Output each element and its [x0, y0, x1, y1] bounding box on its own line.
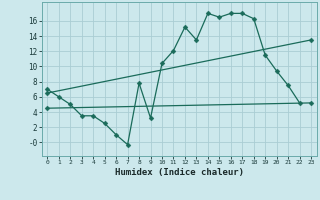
X-axis label: Humidex (Indice chaleur): Humidex (Indice chaleur) [115, 168, 244, 177]
